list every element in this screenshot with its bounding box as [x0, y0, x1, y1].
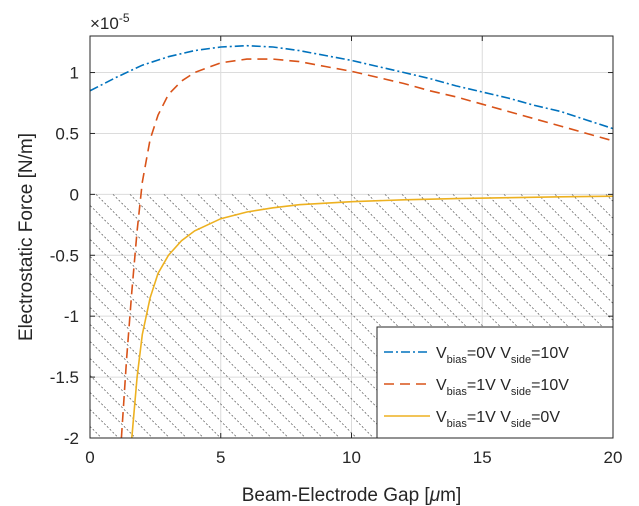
x-tick-label: 15 — [473, 448, 492, 467]
hatch-line — [469, 194, 613, 338]
x-tick-label: 20 — [604, 448, 623, 467]
y-tick-label: 0 — [70, 185, 79, 204]
hatch-line — [537, 194, 613, 270]
hatch-line — [90, 255, 272, 438]
hatch-line — [90, 221, 306, 438]
hatch-line — [129, 194, 374, 438]
series-line-2 — [120, 58, 613, 438]
hatch-line — [435, 194, 613, 372]
hatch-line — [367, 194, 612, 438]
hatch-line — [316, 194, 561, 438]
hatch-line — [90, 238, 289, 438]
axis-ticks: 0 5 10 15 20 -2 -1.5 -1 -0.5 0 0.5 1 — [50, 36, 623, 467]
legend: Vbias=0V Vside=10V Vbias=1V Vside=10V Vbia… — [376, 326, 614, 439]
legend-label-1: Vbias=0V Vside=10V — [436, 345, 569, 366]
negative-force-hatch — [90, 194, 639, 438]
hatch-line — [452, 194, 613, 355]
x-axis-title: Beam-Electrode Gap [μm] — [242, 485, 462, 506]
legend-box — [376, 326, 614, 439]
y-tick-label: -1 — [64, 307, 79, 326]
hatch-line — [163, 194, 408, 438]
legend-label-3: Vbias=1V Vside=0V — [436, 409, 560, 430]
x-tick-label: 0 — [85, 448, 94, 467]
series-line-1 — [90, 44, 613, 130]
grid — [89, 36, 614, 439]
hatch-line — [90, 289, 238, 438]
hatch-line — [112, 194, 357, 438]
hatch-line — [90, 272, 255, 438]
exponent-label: ×10-5 — [90, 11, 130, 33]
hatch-line — [503, 194, 613, 304]
hatch-line — [554, 194, 613, 253]
y-tick-label: -1.5 — [50, 368, 79, 387]
hatch-line — [384, 194, 613, 423]
hatch-line — [248, 194, 493, 438]
hatch-line — [231, 194, 476, 438]
hatch-line — [90, 204, 323, 438]
hatch-line — [401, 194, 613, 406]
hatch-line — [282, 194, 527, 438]
y-tick-label: -0.5 — [50, 246, 79, 265]
hatch-line — [350, 194, 595, 438]
hatch-line — [180, 194, 425, 438]
y-tick-label: 0.5 — [55, 124, 79, 143]
x-tick-label: 10 — [342, 448, 361, 467]
y-tick-label: -2 — [64, 429, 79, 448]
hatch-line — [90, 306, 221, 438]
hatch-line — [623, 194, 639, 438]
hatch-line — [418, 194, 613, 389]
hatch-line — [197, 194, 442, 438]
hatch-line — [214, 194, 459, 438]
legend-label-2: Vbias=1V Vside=10V — [436, 377, 569, 398]
x-tick-label: 5 — [216, 448, 225, 467]
hatch-line — [299, 194, 544, 438]
hatch-line — [95, 194, 340, 438]
hatch-line — [146, 194, 391, 438]
hatch-line — [333, 194, 578, 438]
series-lines — [90, 44, 613, 438]
series-line-3 — [131, 195, 613, 438]
y-axis-title: Electrostatic Force [N/m] — [16, 133, 37, 341]
hatch-line — [265, 194, 510, 438]
y-tick-label: 1 — [70, 64, 79, 83]
hatch-line — [520, 194, 613, 287]
